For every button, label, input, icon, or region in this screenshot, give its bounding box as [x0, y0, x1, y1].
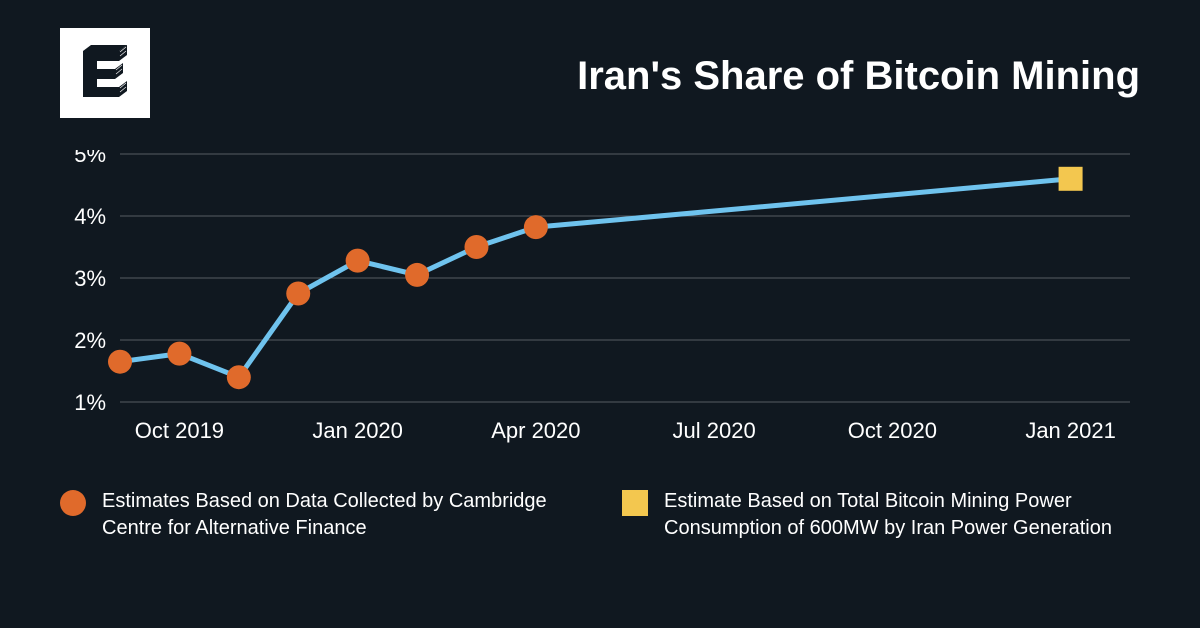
- chart-title: Iran's Share of Bitcoin Mining: [500, 54, 1140, 99]
- legend-text-iran-power: Estimate Based on Total Bitcoin Mining P…: [664, 488, 1124, 542]
- logo-box: [60, 28, 150, 118]
- legend-item-cambridge: Estimates Based on Data Collected by Cam…: [60, 488, 562, 542]
- svg-text:5%: 5%: [74, 150, 106, 167]
- square-marker-icon: [622, 490, 648, 516]
- circle-marker-icon: [60, 490, 86, 516]
- svg-text:Apr 2020: Apr 2020: [491, 418, 580, 443]
- svg-text:Oct 2020: Oct 2020: [848, 418, 937, 443]
- legend-text-cambridge: Estimates Based on Data Collected by Cam…: [102, 488, 562, 542]
- logo-e-icon: [79, 45, 131, 101]
- legend: Estimates Based on Data Collected by Cam…: [60, 488, 1140, 542]
- chart: 1% 2% 3% 4% 5% Oct 2019 Jan 2020 Apr 2020 Jul 20…: [60, 150, 1140, 450]
- legend-item-iran-power: Estimate Based on Total Bitcoin Mining P…: [622, 488, 1124, 542]
- svg-text:Oct 2019: Oct 2019: [135, 418, 224, 443]
- svg-text:Jan 2021: Jan 2021: [1025, 418, 1116, 443]
- svg-text:2%: 2%: [74, 328, 106, 353]
- svg-text:3%: 3%: [74, 266, 106, 291]
- svg-text:Jul 2020: Jul 2020: [673, 418, 756, 443]
- svg-text:Jan 2020: Jan 2020: [312, 418, 403, 443]
- svg-text:1%: 1%: [74, 390, 106, 415]
- chart-svg: 1% 2% 3% 4% 5% Oct 2019 Jan 2020 Apr 2020 Jul 20…: [60, 150, 1140, 450]
- svg-text:4%: 4%: [74, 204, 106, 229]
